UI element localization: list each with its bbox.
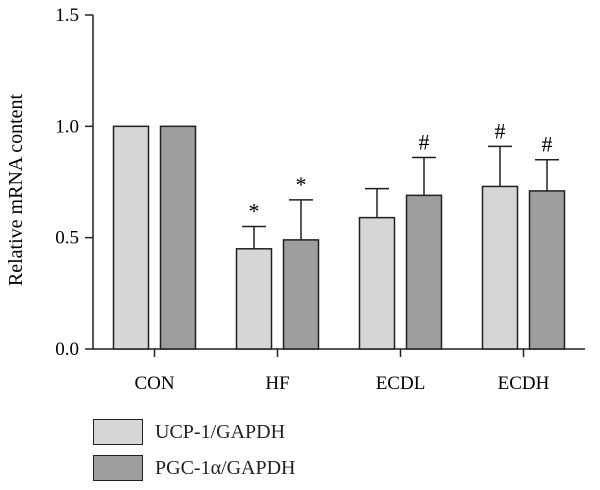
legend-swatch-ucp1 bbox=[93, 419, 143, 445]
bar-chart: * * # # # 0.0 0.5 1.0 1.5 CON HF ECDL ECDH Relative… bbox=[5, 5, 585, 394]
significance-marker: # bbox=[495, 118, 506, 143]
legend-swatch-pgc1a bbox=[93, 455, 143, 481]
x-tick-label: CON bbox=[134, 373, 174, 394]
bar bbox=[235, 248, 273, 350]
y-tick-label: 1.5 bbox=[55, 5, 79, 26]
x-tick-label: ECDL bbox=[376, 373, 426, 394]
bar bbox=[159, 125, 197, 350]
y-axis-label: Relative mRNA content bbox=[5, 93, 27, 286]
significance-marker: * bbox=[249, 199, 260, 224]
bars: * * # # # bbox=[112, 118, 566, 350]
significance-marker: # bbox=[419, 130, 430, 155]
y-tick-label: 0.5 bbox=[55, 228, 79, 249]
legend-item-pgc1a: PGC-1α/GAPDH bbox=[93, 454, 296, 482]
significance-marker: * bbox=[296, 172, 307, 197]
bar bbox=[112, 125, 150, 350]
x-tick-label: ECDH bbox=[498, 373, 550, 394]
axis-labels: 0.0 0.5 1.0 1.5 CON HF ECDL ECDH bbox=[55, 5, 549, 394]
y-tick-label: 1.0 bbox=[55, 116, 79, 137]
legend-label-pgc1a: PGC-1α/GAPDH bbox=[155, 456, 296, 479]
bar bbox=[282, 239, 320, 350]
significance-marker: # bbox=[542, 132, 553, 157]
bar bbox=[528, 190, 566, 350]
legend: UCP-1/GAPDH PGC-1α/GAPDH bbox=[93, 418, 296, 490]
x-tick-label: HF bbox=[265, 373, 289, 394]
legend-label-ucp1: UCP-1/GAPDH bbox=[155, 420, 286, 443]
legend-item-ucp1: UCP-1/GAPDH bbox=[93, 418, 296, 446]
bar bbox=[481, 185, 519, 350]
y-tick-label: 0.0 bbox=[55, 339, 79, 360]
bar bbox=[358, 216, 396, 350]
bar bbox=[405, 194, 443, 350]
